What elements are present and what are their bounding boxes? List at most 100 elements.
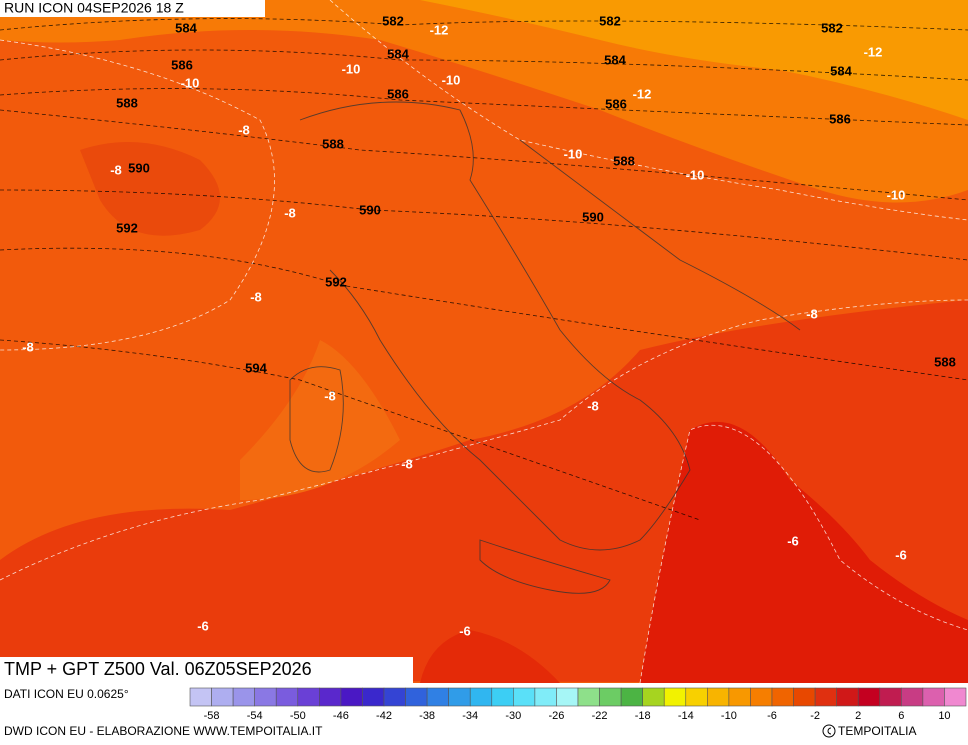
tmp-label: -8 bbox=[806, 306, 818, 321]
gpt-label: 582 bbox=[599, 13, 621, 28]
colorbar-swatch bbox=[297, 687, 320, 707]
colorbar-swatch bbox=[254, 687, 277, 707]
colorbar-swatch bbox=[944, 687, 967, 707]
map-title: TMP + GPT Z500 Val. 06Z05SEP2026 bbox=[4, 659, 312, 679]
colorbar-swatch bbox=[383, 687, 406, 707]
colorbar: -58 -54 -50 -46 -42 -38 -34 -30 -26 -22 -18 -14 -10-… bbox=[189, 687, 967, 722]
tmp-label: -8 bbox=[110, 162, 122, 177]
colorbar-tick-label: -6 bbox=[767, 710, 777, 722]
colorbar-swatch bbox=[814, 687, 837, 707]
colorbar-tick-label: -30 bbox=[505, 710, 521, 722]
colorbar-swatch bbox=[513, 687, 536, 707]
tmp-label: -10 bbox=[442, 72, 461, 87]
tmp-label: -8 bbox=[238, 122, 250, 137]
tmp-label: -8 bbox=[324, 388, 336, 403]
colorbar-swatch bbox=[771, 687, 794, 707]
gpt-label: 586 bbox=[171, 57, 193, 72]
colorbar-swatch bbox=[534, 687, 557, 707]
colorbar-tick-label: -10 bbox=[721, 710, 737, 722]
colorbar-swatch bbox=[232, 687, 255, 707]
colorbar-tick-label: -42 bbox=[376, 710, 392, 722]
colorbar-swatch bbox=[728, 687, 751, 707]
colorbar-swatch bbox=[577, 687, 600, 707]
colorbar-tick-label: -38 bbox=[419, 710, 435, 722]
tmp-label: -12 bbox=[633, 86, 652, 101]
gpt-label: 594 bbox=[245, 360, 267, 375]
colorbar-tick-label: -50 bbox=[290, 710, 306, 722]
colorbar-swatch bbox=[556, 687, 579, 707]
colorbar-tick-label: -46 bbox=[333, 710, 349, 722]
gpt-label: 582 bbox=[821, 20, 843, 35]
colorbar-swatch bbox=[922, 687, 945, 707]
tmp-label: -10 bbox=[181, 75, 200, 90]
tmp-label: -10 bbox=[342, 61, 361, 76]
colorbar-tick-label: -2 bbox=[810, 710, 820, 722]
gpt-label: 584 bbox=[175, 20, 197, 35]
gpt-label: 588 bbox=[116, 95, 138, 110]
colorbar-tick-label: 6 bbox=[898, 710, 904, 722]
colorbar-swatch bbox=[750, 687, 773, 707]
colorbar-swatch bbox=[642, 687, 665, 707]
colorbar-swatch bbox=[469, 687, 493, 707]
colorbar-swatch bbox=[448, 687, 471, 707]
tmp-label: -8 bbox=[284, 205, 296, 220]
gpt-label: 590 bbox=[128, 160, 150, 175]
colorbar-swatch bbox=[319, 687, 342, 707]
credit-label: DWD ICON EU - ELABORAZIONE WWW.TEMPOITAL… bbox=[4, 724, 323, 738]
tmp-label: -6 bbox=[895, 547, 907, 562]
tmp-label: -8 bbox=[250, 289, 262, 304]
gpt-label: 584 bbox=[604, 52, 626, 67]
colorbar-swatch bbox=[340, 687, 363, 707]
tmp-label: -12 bbox=[864, 44, 883, 59]
copyright-label: TEMPOITALIA bbox=[838, 724, 916, 738]
colorbar-swatch bbox=[189, 687, 212, 707]
gpt-label: 588 bbox=[322, 136, 344, 151]
contour-labels: 582 582 582 584 584 584 584 586 586 586 586 588 588 5… bbox=[22, 13, 956, 638]
colorbar-swatch bbox=[857, 687, 881, 707]
gpt-label: 584 bbox=[387, 46, 409, 61]
colorbar-swatch bbox=[491, 687, 514, 707]
colorbar-swatch bbox=[426, 687, 449, 707]
colorbar-tick-label: -22 bbox=[592, 710, 608, 722]
gpt-label: 588 bbox=[934, 354, 956, 369]
copyright-icon-c bbox=[827, 727, 832, 735]
colorbar-swatch bbox=[362, 687, 385, 707]
gpt-label: 590 bbox=[582, 209, 604, 224]
tmp-label: -10 bbox=[887, 187, 906, 202]
colorbar-swatch bbox=[663, 687, 687, 707]
tmp-label: -6 bbox=[197, 618, 209, 633]
run-label: RUN ICON 04SEP2026 18 Z bbox=[4, 0, 184, 16]
colorbar-tick-label: -14 bbox=[678, 710, 694, 722]
tmp-label: -10 bbox=[564, 146, 583, 161]
gpt-label: 584 bbox=[830, 63, 852, 78]
gpt-label: 592 bbox=[325, 274, 347, 289]
colorbar-swatch bbox=[405, 687, 428, 707]
colorbar-swatch bbox=[211, 687, 234, 707]
tmp-label: -6 bbox=[787, 533, 799, 548]
colorbar-swatch bbox=[707, 687, 730, 707]
colorbar-swatch bbox=[599, 687, 622, 707]
colorbar-swatch bbox=[901, 687, 924, 707]
title-box bbox=[0, 657, 413, 684]
colorbar-tick-label: -26 bbox=[548, 710, 564, 722]
gpt-label: 588 bbox=[613, 153, 635, 168]
tmp-label: -8 bbox=[401, 456, 413, 471]
colorbar-swatch bbox=[620, 687, 643, 707]
colorbar-tick-label: -58 bbox=[204, 710, 220, 722]
colorbar-tick-label: -34 bbox=[462, 710, 478, 722]
copyright-icon bbox=[822, 724, 836, 738]
gpt-label: 586 bbox=[605, 96, 627, 111]
tmp-label: -8 bbox=[587, 398, 599, 413]
colorbar-swatch bbox=[879, 687, 902, 707]
colorbar-tick-label: -18 bbox=[635, 710, 651, 722]
colorbar-swatch bbox=[793, 687, 816, 707]
colorbar-swatch bbox=[275, 687, 299, 707]
tmp-label: -6 bbox=[459, 623, 471, 638]
colorbar-swatch bbox=[836, 687, 859, 707]
gpt-label: 592 bbox=[116, 220, 138, 235]
tmp-label: -8 bbox=[22, 339, 34, 354]
tmp-label: -12 bbox=[430, 22, 449, 37]
colorbar-tick-label: 10 bbox=[938, 710, 950, 722]
source-label: DATI ICON EU 0.0625° bbox=[4, 687, 129, 701]
